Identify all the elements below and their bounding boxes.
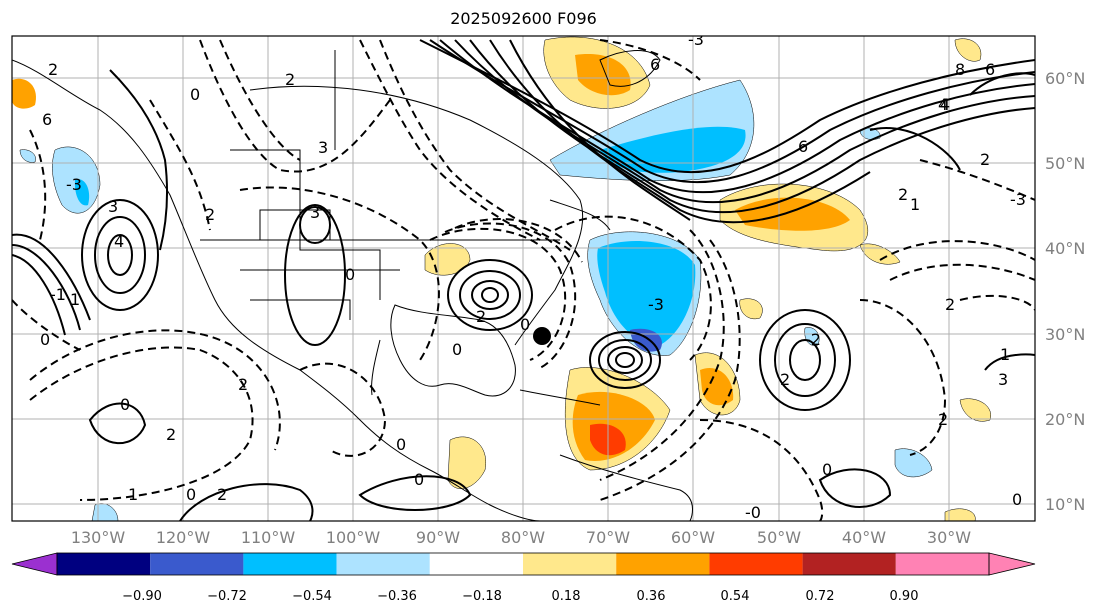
colorbar-tick-label: 0.54	[721, 589, 750, 604]
lon-label: 80°W	[501, 528, 545, 547]
contour-label: 2	[238, 375, 248, 394]
contour-label: 3	[998, 370, 1008, 389]
colorbar-tick-label: −0.18	[462, 589, 502, 604]
contour-label: 0	[452, 340, 462, 359]
contour-label: 1	[128, 485, 138, 504]
lon-label: 130°W	[71, 528, 126, 547]
colorbar-extend-high	[988, 552, 1036, 576]
storm-center-marker	[533, 327, 551, 345]
contour-label: 2	[217, 485, 227, 504]
contour-label: 2	[476, 307, 486, 326]
contour-label: 2	[205, 205, 215, 224]
contour-label: -1	[50, 285, 66, 304]
lon-label: 110°W	[241, 528, 296, 547]
contour-label: -0	[745, 503, 761, 522]
contour-label: 8	[955, 60, 965, 79]
lat-label: 30°N	[1045, 325, 1085, 344]
lat-label: 60°N	[1045, 69, 1085, 88]
contour-label: 0	[414, 470, 424, 489]
lat-label: 40°N	[1045, 239, 1085, 258]
contour-label: 0	[190, 85, 200, 104]
contour-label: 1	[1000, 345, 1010, 364]
coastlines	[12, 50, 693, 521]
contour-label: -3	[66, 175, 82, 194]
latitude-labels: 60°N 50°N 40°N 30°N 20°N 10°N	[1045, 69, 1085, 514]
colorbar-segment	[523, 553, 617, 575]
colorbar-segment	[57, 553, 151, 575]
contour-label: 6	[650, 55, 660, 74]
contour-label: 0	[520, 315, 530, 334]
lon-label: 30°W	[927, 528, 971, 547]
colorbar-extend-low	[11, 552, 58, 576]
contour-label: 4	[940, 95, 950, 114]
contour-label: 2	[898, 185, 908, 204]
contour-label: 6	[985, 60, 995, 79]
colorbar-tick-label: 0.90	[890, 589, 919, 604]
contour-label: 2	[938, 410, 948, 429]
map-title: 2025092600 F096	[450, 9, 597, 28]
contour-label: 2	[945, 295, 955, 314]
contour-label: 2	[166, 425, 176, 444]
contour-label: 0	[345, 265, 355, 284]
colorbar-tick-label: −0.36	[377, 589, 417, 604]
colorbar-tick-labels: −0.90 −0.72 −0.54 −0.36 −0.18 0.18 0.36 …	[122, 589, 918, 604]
lon-label: 50°W	[757, 528, 801, 547]
lon-label: 120°W	[156, 528, 211, 547]
lon-label: 60°W	[671, 528, 715, 547]
lon-label: 100°W	[326, 528, 381, 547]
lat-label: 50°N	[1045, 154, 1085, 173]
colorbar-segment	[616, 553, 710, 575]
colorbar-tick-label: −0.54	[292, 589, 332, 604]
map-frame	[11, 35, 1036, 522]
contour-label: 6	[42, 110, 52, 129]
contour-label: 0	[120, 395, 130, 414]
colorbar-segment	[895, 553, 989, 575]
contour-labels: 2 0 6 2 3 2 0 -3 3 4 6 3 4 2 -3 0 -3 2 0…	[40, 30, 1026, 522]
contour-label: 4	[938, 95, 948, 114]
colorbar-border	[56, 552, 990, 576]
contour-label: 3	[310, 203, 320, 222]
dashed-contours	[12, 39, 1035, 521]
contour-label: 2	[780, 370, 790, 389]
lon-label: 40°W	[842, 528, 886, 547]
colorbar-tick-label: −0.72	[207, 589, 247, 604]
contour-label: -3	[648, 295, 664, 314]
lat-lon-gridlines	[12, 36, 1035, 521]
colorbar-segment	[150, 553, 244, 575]
contour-label: 2	[48, 60, 58, 79]
contour-label: 0	[822, 460, 832, 479]
colorbar-segment	[243, 553, 337, 575]
contour-label: 0	[396, 435, 406, 454]
contour-label: 1	[70, 290, 80, 309]
contour-label: 6	[798, 137, 808, 156]
contour-label: -3	[688, 30, 704, 49]
contour-label: -2	[805, 330, 821, 349]
contour-label: -3	[1010, 190, 1026, 209]
colorbar-tick-label: −0.90	[122, 589, 162, 604]
longitude-labels: 130°W 120°W 110°W 100°W 90°W 80°W 70°W 6…	[71, 528, 971, 547]
contour-label: 1	[910, 195, 920, 214]
contour-label: 0	[40, 330, 50, 349]
contour-label: 3	[318, 138, 328, 157]
contour-label: 3	[108, 197, 118, 216]
contour-label: 2	[285, 70, 295, 89]
lon-label: 90°W	[416, 528, 460, 547]
colorbar-segment	[429, 553, 523, 575]
contour-label: 0	[1012, 490, 1022, 509]
lat-label: 10°N	[1045, 495, 1085, 514]
contour-label: 0	[186, 485, 196, 504]
colorbar-tick-label: 0.18	[552, 589, 581, 604]
colorbar-tick-label: 0.36	[637, 589, 666, 604]
colorbar-segment	[336, 553, 430, 575]
lat-label: 20°N	[1045, 410, 1085, 429]
colorbar-segment	[709, 553, 803, 575]
solid-contours	[12, 39, 1035, 521]
lon-label: 70°W	[586, 528, 630, 547]
contour-label: 4	[114, 232, 124, 251]
colorbar	[11, 552, 1036, 576]
colorbar-segment	[802, 553, 896, 575]
colorbar-tick-label: 0.72	[806, 589, 835, 604]
contour-label: 2	[980, 150, 990, 169]
